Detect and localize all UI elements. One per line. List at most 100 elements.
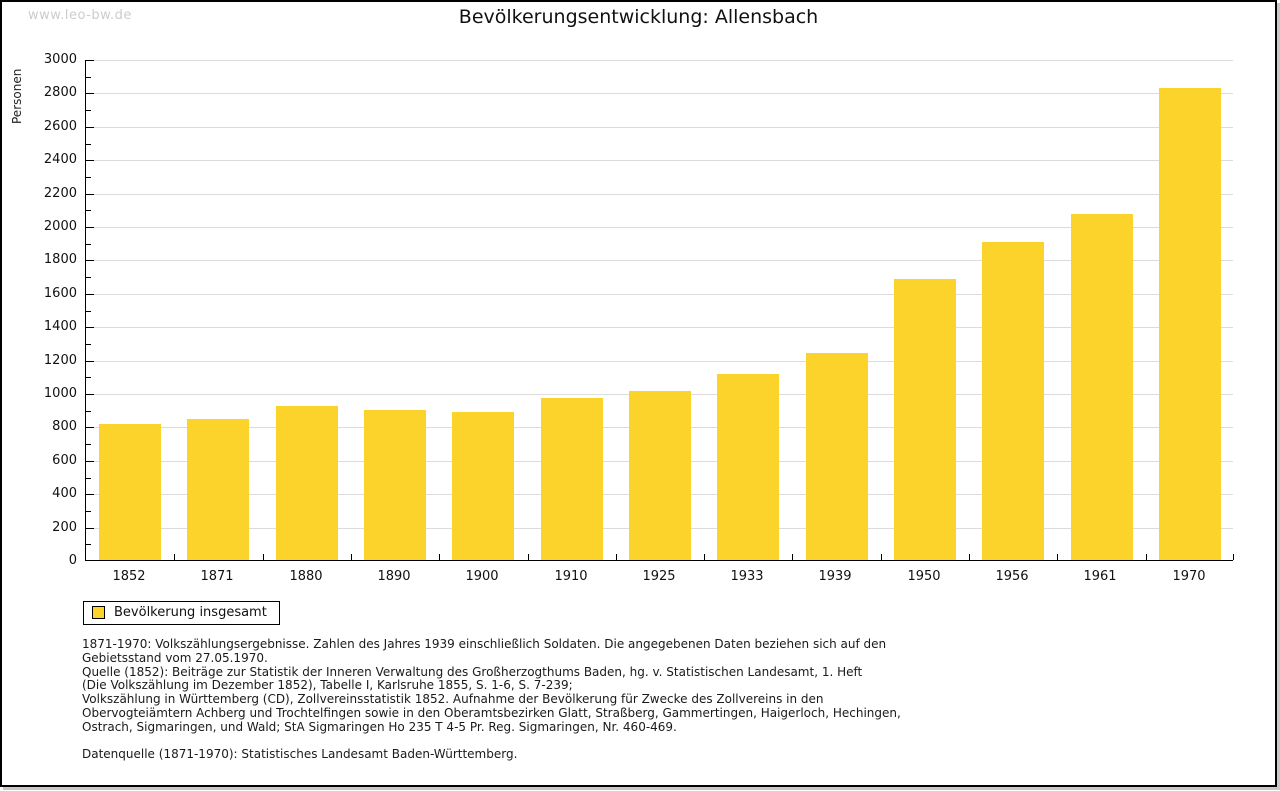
footnote-line-5: Volkszählung in Württemberg (CD), Zollve… [82,692,824,707]
y-tick-label-2200: 2200 [43,186,77,201]
y-tick-label-1200: 1200 [43,353,77,368]
ytick-major-800 [86,427,94,428]
ytick-minor-1500 [86,311,91,312]
gridline-y-2200 [86,194,1233,195]
footnote-line-6: Obervogteiämtern Achberg und Trochtelfin… [82,705,901,720]
ytick-major-200 [86,528,94,529]
bar-1939 [806,353,868,560]
plot-area [85,60,1234,561]
bar-1956 [982,242,1044,560]
y-tick-label-200: 200 [52,520,77,535]
bar-1933 [717,374,779,560]
ytick-minor-100 [86,544,91,545]
y-tick-label-400: 400 [52,486,77,501]
y-axis-title: Personen [10,68,24,124]
x-tick-label-1871: 1871 [200,569,234,584]
legend-swatch-icon [92,606,105,619]
xtick-boundary-3 [351,554,352,560]
ytick-minor-1300 [86,344,91,345]
ytick-minor-2100 [86,210,91,211]
xtick-boundary-9 [881,554,882,560]
y-tick-label-3000: 3000 [43,52,77,67]
ytick-minor-500 [86,478,91,479]
y-tick-label-800: 800 [52,419,77,434]
gridline-y-2800 [86,93,1233,94]
y-tick-label-1000: 1000 [43,386,77,401]
data-source-line: Datenquelle (1871-1970): Statistisches L… [82,746,518,761]
gridline-y-2600 [86,127,1233,128]
footnotes: 1871-1970: Volkszählungsergebnisse. Zahl… [82,637,1202,761]
y-tick-label-2000: 2000 [43,219,77,234]
bar-1880 [276,406,338,560]
xtick-boundary-10 [969,554,970,560]
xtick-boundary-4 [439,554,440,560]
ytick-minor-2300 [86,177,91,178]
x-tick-label-1880: 1880 [289,569,323,584]
bar-1871 [187,419,249,560]
ytick-minor-1100 [86,377,91,378]
watermark-url: www.leo-bw.de [28,8,132,23]
bar-1950 [894,279,956,560]
legend: Bevölkerung insgesamt [83,601,280,625]
bar-1961 [1071,214,1133,560]
ytick-major-2400 [86,160,94,161]
y-tick-label-1800: 1800 [43,252,77,267]
ytick-minor-900 [86,411,91,412]
y-tick-label-2400: 2400 [43,152,77,167]
x-tick-label-1910: 1910 [554,569,588,584]
bar-1890 [364,410,426,560]
xtick-boundary-11 [1057,554,1058,560]
ytick-major-1200 [86,361,94,362]
footnote-line-2: Gebietsstand vom 27.05.1970. [82,650,268,665]
ytick-major-2800 [86,93,94,94]
y-tick-label-1600: 1600 [43,286,77,301]
bar-1910 [541,398,603,560]
ytick-minor-300 [86,511,91,512]
ytick-major-1000 [86,394,94,395]
xtick-boundary-7 [704,554,705,560]
ytick-minor-700 [86,444,91,445]
gridline-y-1200 [86,361,1233,362]
xtick-boundary-5 [528,554,529,560]
legend-label: Bevölkerung insgesamt [114,605,267,620]
xtick-boundary-12 [1146,554,1147,560]
y-tick-label-2800: 2800 [43,85,77,100]
bar-1925 [629,391,691,560]
gridline-y-1800 [86,260,1233,261]
x-tick-label-1950: 1950 [907,569,941,584]
ytick-minor-2700 [86,110,91,111]
xtick-boundary-end [1233,554,1234,560]
ytick-major-2000 [86,227,94,228]
y-tick-label-1400: 1400 [43,319,77,334]
footnote-line-3: Quelle (1852): Beiträge zur Statistik de… [82,664,863,679]
footnote-line-1: 1871-1970: Volkszählungsergebnisse. Zahl… [82,637,887,651]
x-tick-label-1900: 1900 [465,569,499,584]
ytick-major-2600 [86,127,94,128]
footnote-line-4: (Die Volkszählung im Dezember 1852), Tab… [82,678,573,693]
footnote-lines: 1871-1970: Volkszählungsergebnisse. Zahl… [82,637,1202,735]
ytick-major-1400 [86,327,94,328]
x-tick-label-1961: 1961 [1083,569,1117,584]
ytick-minor-2500 [86,144,91,145]
gridline-y-1600 [86,294,1233,295]
chart-title: Bevölkerungsentwicklung: Allensbach [458,6,819,28]
ytick-major-3000 [86,60,94,61]
xtick-boundary-8 [792,554,793,560]
xtick-boundary-2 [263,554,264,560]
ytick-major-1600 [86,294,94,295]
ytick-minor-1700 [86,277,91,278]
x-tick-label-1956: 1956 [995,569,1029,584]
ytick-major-600 [86,461,94,462]
xtick-boundary-1 [174,554,175,560]
ytick-major-1800 [86,260,94,261]
x-tick-label-1933: 1933 [730,569,764,584]
footnote-line-7: Ostrach, Sigmaringen, und Wald; StA Sigm… [82,719,677,734]
ytick-minor-2900 [86,77,91,78]
gridline-y-3000 [86,60,1233,61]
ytick-major-400 [86,494,94,495]
xtick-boundary-6 [616,554,617,560]
gridline-y-1400 [86,327,1233,328]
x-tick-label-1925: 1925 [642,569,676,584]
ytick-minor-1900 [86,244,91,245]
